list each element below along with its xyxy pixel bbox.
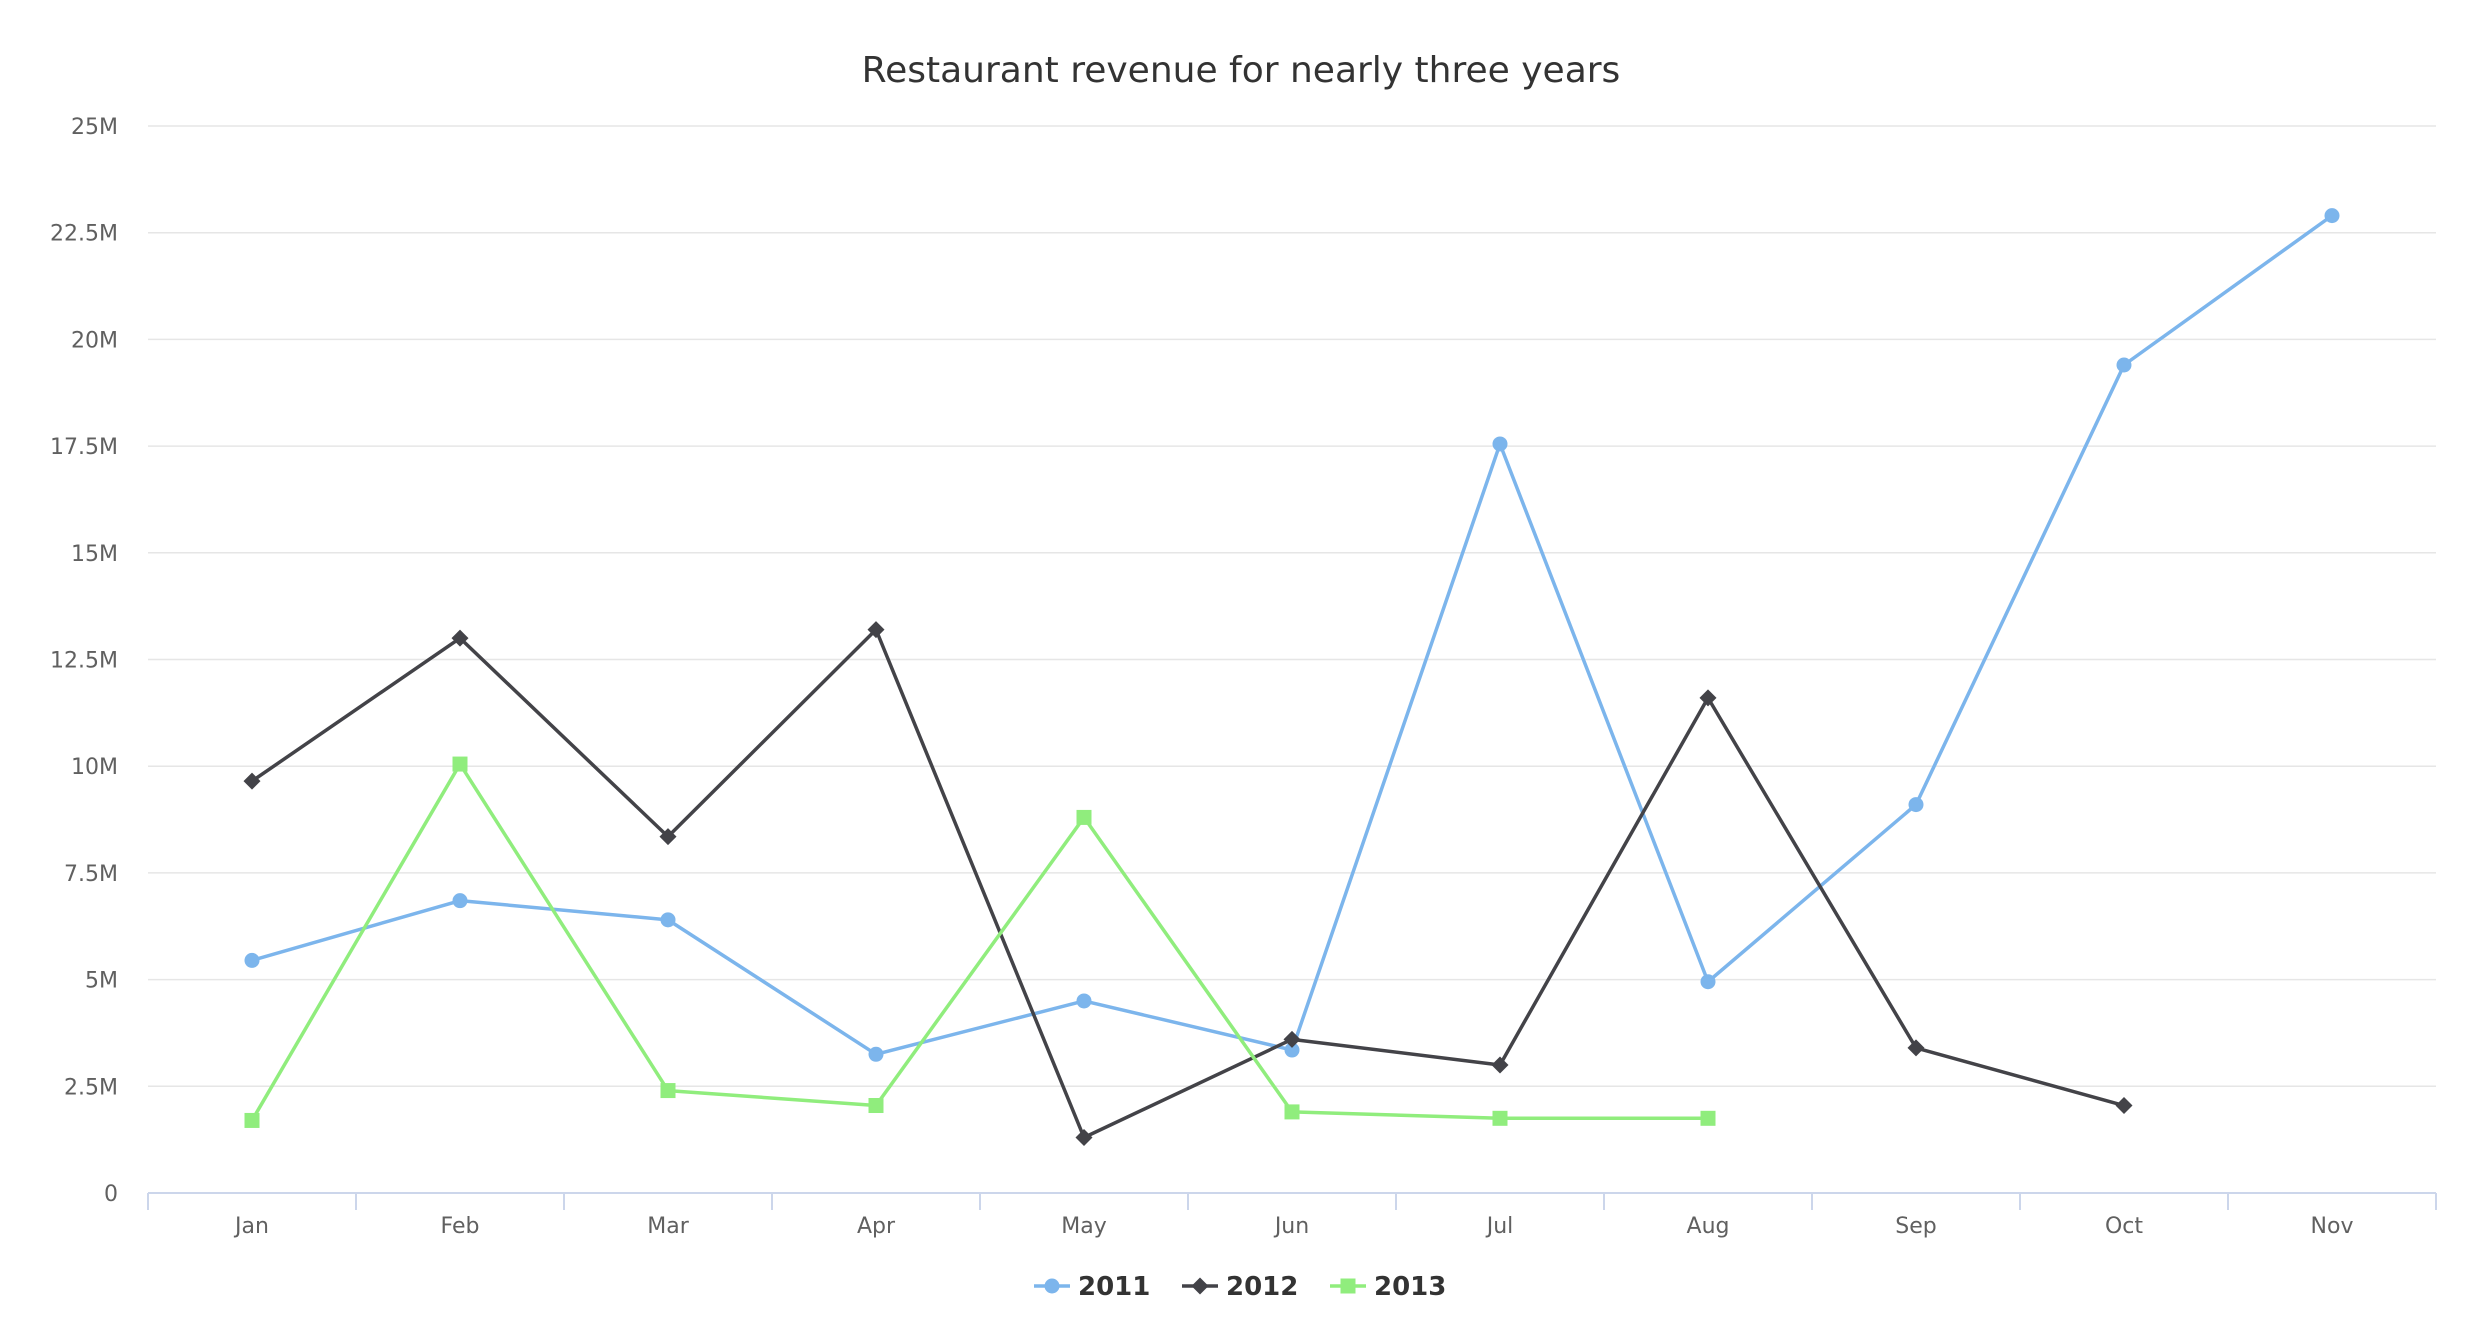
y-tick-label: 0 [104,1182,118,1207]
x-tick-label: Apr [857,1214,896,1239]
legend-label: 2012 [1226,1272,1298,1302]
data-point-2011 [244,952,260,968]
data-point-2013 [1700,1110,1716,1126]
legend: 2011 2012 2013 [1034,1272,1446,1302]
data-point-2012 [1075,1129,1093,1147]
y-tick-label: 25M [71,115,118,140]
data-point-2013 [1284,1104,1300,1120]
legend-marker [1191,1277,1209,1295]
series-2011 [244,208,2340,1062]
data-point-2012 [1699,689,1717,707]
x-tick-label: Oct [2105,1214,2143,1239]
x-tick-label: Jan [233,1214,269,1239]
data-point-2011 [2324,208,2340,224]
data-point-2012 [243,772,261,790]
series-2013 [244,756,1716,1128]
data-point-2011 [868,1046,884,1062]
data-point-2011 [1492,436,1508,452]
data-point-2012 [2115,1097,2133,1115]
y-tick-label: 15M [71,542,118,567]
data-point-2012 [451,629,469,647]
gridlines [148,125,2436,1088]
data-point-2012 [867,621,885,639]
series-line-2012 [250,627,2126,1140]
data-point-2013 [1492,1110,1508,1126]
x-axis: Jan Feb Mar Apr May Jun Jul Aug Sep Oct Nov [147,1192,2437,1239]
legend-item-2012[interactable]: 2012 [1182,1272,1298,1302]
y-tick-label: 2.5M [64,1075,118,1100]
legend-marker [1044,1278,1060,1294]
data-point-2012 [1907,1039,1925,1057]
data-point-2013 [244,1112,260,1128]
y-tick-label: 17.5M [50,435,118,460]
series-plot-area [243,208,2340,1147]
legend-marker [1340,1278,1356,1294]
x-tick-label: Feb [441,1214,480,1239]
data-point-2013 [1076,809,1092,825]
legend-item-2013[interactable]: 2013 [1330,1272,1446,1302]
data-point-2011 [1908,797,1924,813]
legend-label: 2013 [1374,1272,1446,1302]
data-point-2013 [452,756,468,772]
legend-item-2011[interactable]: 2011 [1034,1272,1150,1302]
data-point-2012 [659,828,677,846]
x-tick-label: Mar [647,1214,689,1239]
data-point-2011 [1076,993,1092,1009]
data-point-2011 [452,893,468,909]
data-point-2012 [1283,1030,1301,1048]
data-point-2011 [660,912,676,928]
x-tick-label: Sep [1895,1214,1936,1239]
data-point-2013 [660,1083,676,1099]
legend-label: 2011 [1078,1272,1150,1302]
y-tick-label: 20M [71,328,118,353]
data-point-2012 [1491,1056,1509,1074]
series-2012 [243,621,2133,1147]
data-point-2011 [1284,1042,1300,1058]
data-point-2011 [2116,357,2132,373]
y-tick-label: 7.5M [64,862,118,887]
data-point-2013 [868,1098,884,1114]
chart-title: Restaurant revenue for nearly three year… [862,50,1621,91]
x-tick-label: May [1061,1214,1106,1239]
y-tick-label: 12.5M [50,649,118,674]
y-tick-label: 22.5M [50,222,118,247]
y-tick-label: 10M [71,755,118,780]
series-line-2013 [250,762,1710,1123]
y-axis: 0 2.5M 5M 7.5M 10M 12.5M 15M 17.5M 20M 22.5M 25M [50,115,118,1207]
x-tick-label: Nov [2311,1214,2354,1239]
x-tick-label: Jul [1485,1214,1514,1239]
data-point-2011 [1700,974,1716,990]
x-tick-label: Jun [1273,1214,1309,1239]
y-tick-label: 5M [85,969,118,994]
x-tick-label: Aug [1687,1214,1730,1239]
